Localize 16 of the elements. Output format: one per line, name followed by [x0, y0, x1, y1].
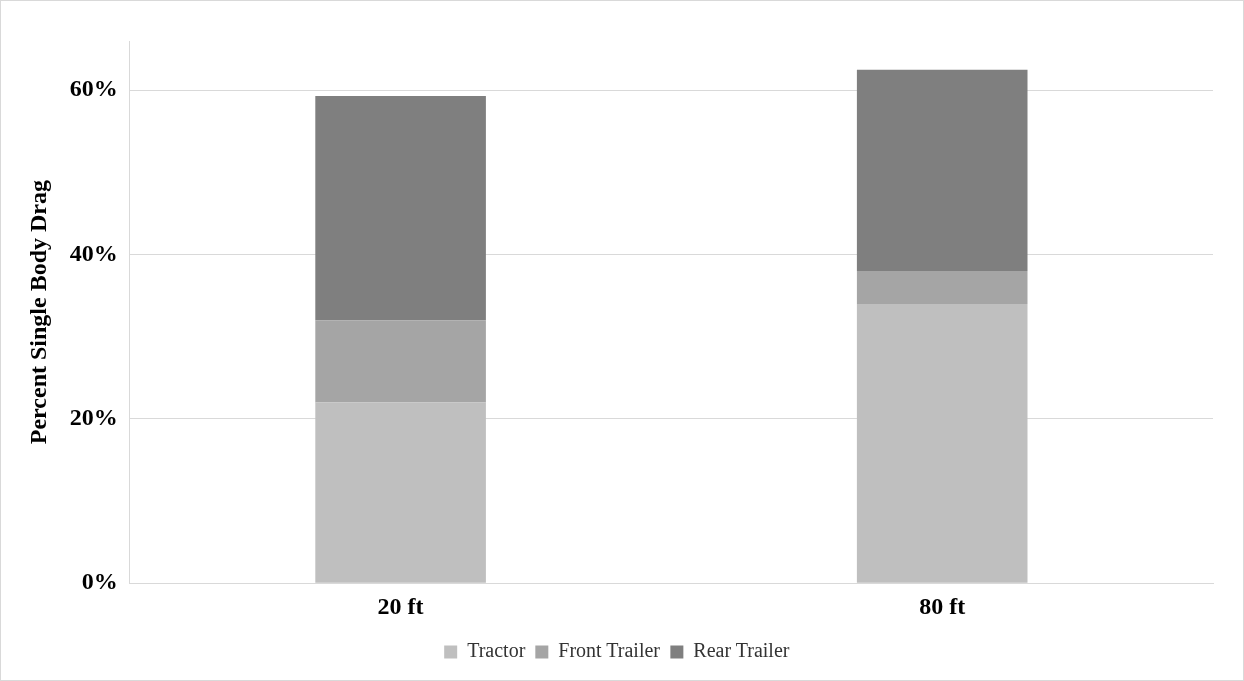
- legend-label: Tractor: [467, 639, 526, 662]
- bar: [856, 303, 1028, 583]
- x-tick-label: 80 ft: [919, 592, 966, 619]
- bar: [856, 271, 1028, 304]
- bar: [315, 320, 486, 403]
- bar: [315, 96, 486, 321]
- y-axis-title: Percent Single Body Drag: [24, 180, 51, 445]
- bar: [856, 69, 1028, 272]
- bar: [315, 402, 486, 583]
- y-tick-label: 40%: [69, 239, 118, 266]
- x-tick-label: 20 ft: [377, 592, 424, 619]
- legend-label: Rear Trailer: [693, 639, 790, 662]
- y-tick-label: 0%: [81, 568, 118, 595]
- y-tick-label: 60%: [69, 75, 118, 102]
- y-tick-label: 20%: [69, 404, 118, 431]
- legend-label: Front Trailer: [558, 639, 661, 662]
